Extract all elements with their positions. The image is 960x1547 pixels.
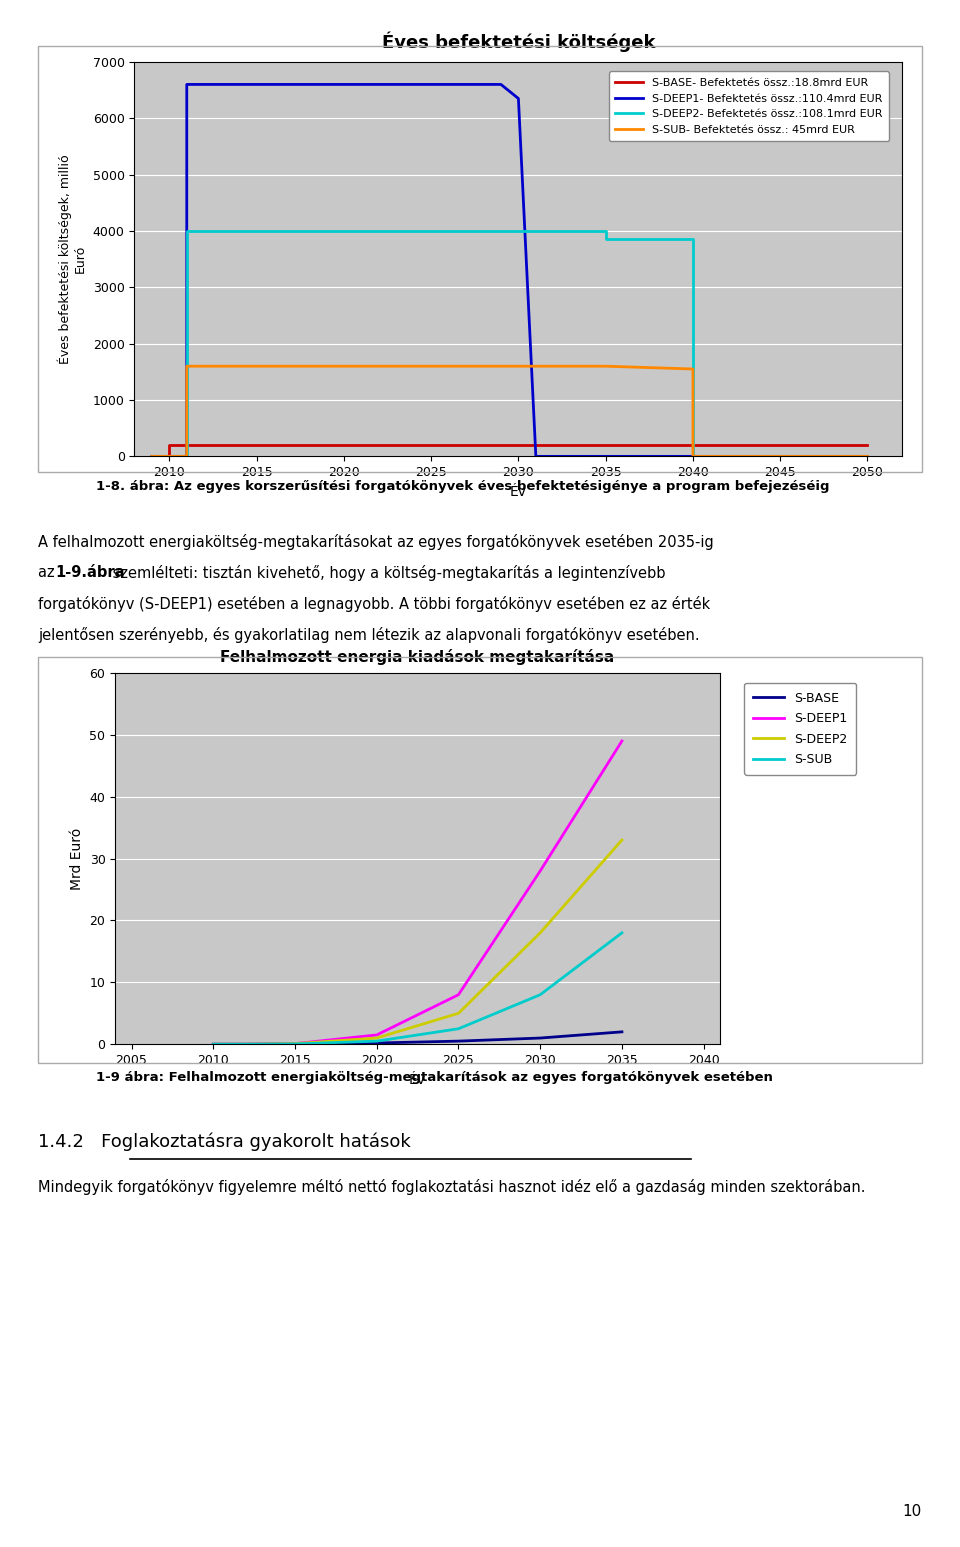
Text: szemlélteti: tisztán kivehető, hogy a költség-megtakarítás a legintenzívebb: szemlélteti: tisztán kivehető, hogy a kö… bbox=[108, 565, 666, 580]
S-DEEP2 bbox=[289, 1035, 300, 1054]
Text: 10: 10 bbox=[902, 1504, 922, 1519]
S-BASE- Befektetés össz.:18.8mrd EUR bbox=[163, 447, 175, 466]
S-BASE- Befektetés össz.:18.8mrd EUR bbox=[163, 436, 175, 455]
S-DEEP1- Befektetés össz.:110.4mrd EUR bbox=[495, 76, 507, 94]
S-SUB- Befektetés össz.: 45mrd EUR: (2.04e+03, 0): 45mrd EUR: (2.04e+03, 0) bbox=[687, 447, 699, 466]
S-SUB- Befektetés össz.: 45mrd EUR: (2.05e+03, 0): 45mrd EUR: (2.05e+03, 0) bbox=[862, 447, 874, 466]
S-SUB- Befektetés össz.: 45mrd EUR: (2.01e+03, 0): 45mrd EUR: (2.01e+03, 0) bbox=[163, 447, 175, 466]
S-SUB bbox=[289, 1035, 300, 1054]
Line: S-DEEP2: S-DEEP2 bbox=[213, 840, 622, 1044]
Text: 1-9.ábra: 1-9.ábra bbox=[56, 565, 125, 580]
Title: Felhalmozott energia kiadások megtakarítása: Felhalmozott energia kiadások megtakarít… bbox=[221, 648, 614, 665]
Line: S-SUB: S-SUB bbox=[213, 933, 622, 1044]
S-DEEP1- Befektetés össz.:110.4mrd EUR bbox=[530, 447, 541, 466]
Text: A felhalmozott energiaköltség-megtakarításokat az egyes forgatókönyvek esetében : A felhalmozott energiaköltség-megtakarít… bbox=[38, 534, 714, 549]
Legend: S-BASE, S-DEEP1, S-DEEP2, S-SUB: S-BASE, S-DEEP1, S-DEEP2, S-SUB bbox=[744, 682, 856, 775]
S-DEEP2 bbox=[535, 924, 546, 942]
X-axis label: Év: Év bbox=[409, 1072, 426, 1086]
S-DEEP2- Befektetés össz.:108.1mrd EUR bbox=[687, 447, 699, 466]
Text: 1-8. ábra: Az egyes korszerűsítési forgatókönyvek éves befektetésigénye a progra: 1-8. ábra: Az egyes korszerűsítési forga… bbox=[96, 480, 829, 492]
S-DEEP1- Befektetés össz.:110.4mrd EUR bbox=[181, 76, 193, 94]
Text: Mindegyik forgatókönyv figyelemre méltó nettó foglakoztatási hasznot idéz elő a : Mindegyik forgatókönyv figyelemre méltó … bbox=[38, 1179, 866, 1194]
X-axis label: Év: Év bbox=[510, 484, 527, 498]
S-DEEP2- Befektetés össz.:108.1mrd EUR bbox=[181, 221, 193, 240]
S-SUB bbox=[371, 1032, 382, 1050]
Legend: S-BASE- Befektetés össz.:18.8mrd EUR, S-DEEP1- Befektetés össz.:110.4mrd EUR, S-: S-BASE- Befektetés össz.:18.8mrd EUR, S-… bbox=[609, 71, 889, 141]
S-BASE bbox=[207, 1035, 219, 1054]
Text: az: az bbox=[38, 565, 60, 580]
S-DEEP1- Befektetés össz.:110.4mrd EUR bbox=[513, 90, 524, 108]
S-DEEP2- Befektetés össz.:108.1mrd EUR bbox=[687, 231, 699, 249]
S-DEEP1 bbox=[616, 732, 628, 750]
S-DEEP2 bbox=[240, 1035, 252, 1054]
S-BASE- Befektetés össz.:18.8mrd EUR bbox=[862, 436, 874, 455]
S-BASE- Befektetés össz.:18.8mrd EUR bbox=[513, 436, 524, 455]
S-DEEP2- Befektetés össz.:108.1mrd EUR bbox=[146, 447, 157, 466]
S-DEEP1- Befektetés össz.:110.4mrd EUR bbox=[513, 90, 524, 108]
S-DEEP1- Befektetés össz.:110.4mrd EUR bbox=[181, 447, 193, 466]
S-SUB- Befektetés össz.: 45mrd EUR: (2.04e+03, 0): 45mrd EUR: (2.04e+03, 0) bbox=[705, 447, 716, 466]
S-DEEP2- Befektetés össz.:108.1mrd EUR bbox=[862, 447, 874, 466]
S-DEEP1 bbox=[371, 1026, 382, 1044]
S-SUB bbox=[453, 1019, 465, 1038]
S-DEEP2 bbox=[616, 831, 628, 849]
S-DEEP1- Befektetés össz.:110.4mrd EUR bbox=[146, 447, 157, 466]
S-DEEP1- Befektetés össz.:110.4mrd EUR bbox=[530, 447, 541, 466]
S-DEEP1 bbox=[207, 1035, 219, 1054]
S-DEEP2- Befektetés össz.:108.1mrd EUR bbox=[163, 447, 175, 466]
S-DEEP2 bbox=[453, 1004, 465, 1023]
S-BASE bbox=[289, 1035, 300, 1054]
S-DEEP1 bbox=[535, 862, 546, 880]
S-BASE bbox=[453, 1032, 465, 1050]
Line: S-DEEP1- Befektetés össz.:110.4mrd EUR: S-DEEP1- Befektetés össz.:110.4mrd EUR bbox=[152, 85, 868, 456]
S-DEEP2 bbox=[207, 1035, 219, 1054]
Y-axis label: Mrd Euró: Mrd Euró bbox=[70, 828, 84, 890]
S-DEEP1- Befektetés össz.:110.4mrd EUR bbox=[163, 447, 175, 466]
Y-axis label: Éves befektetési költségek, millió
Euró: Éves befektetési költségek, millió Euró bbox=[58, 155, 87, 364]
Line: S-BASE: S-BASE bbox=[213, 1032, 622, 1044]
Line: S-BASE- Befektetés össz.:18.8mrd EUR: S-BASE- Befektetés össz.:18.8mrd EUR bbox=[152, 446, 868, 456]
S-BASE- Befektetés össz.:18.8mrd EUR bbox=[513, 436, 524, 455]
S-DEEP1 bbox=[453, 985, 465, 1004]
S-SUB bbox=[535, 985, 546, 1004]
Text: jelentősen szerényebb, és gyakorlatilag nem létezik az alapvonali forgatókönyv e: jelentősen szerényebb, és gyakorlatilag … bbox=[38, 627, 700, 642]
S-DEEP2- Befektetés össz.:108.1mrd EUR bbox=[600, 221, 612, 240]
Text: forgatókönyv (S-DEEP1) esetében a legnagyobb. A többi forgatókönyv esetében ez a: forgatókönyv (S-DEEP1) esetében a legnag… bbox=[38, 596, 710, 611]
S-SUB- Befektetés össz.: 45mrd EUR: (2.01e+03, 1.6e+03): 45mrd EUR: (2.01e+03, 1.6e+03) bbox=[181, 357, 193, 376]
S-DEEP2- Befektetés össz.:108.1mrd EUR bbox=[600, 231, 612, 249]
S-SUB bbox=[207, 1035, 219, 1054]
Line: S-DEEP2- Befektetés össz.:108.1mrd EUR: S-DEEP2- Befektetés össz.:108.1mrd EUR bbox=[152, 231, 868, 456]
S-SUB bbox=[240, 1035, 252, 1054]
S-DEEP2- Befektetés össz.:108.1mrd EUR bbox=[181, 447, 193, 466]
S-DEEP2- Befektetés össz.:108.1mrd EUR bbox=[705, 447, 716, 466]
Title: Éves befektetési költségek: Éves befektetési költségek bbox=[382, 31, 655, 53]
S-SUB- Befektetés össz.: 45mrd EUR: (2.04e+03, 1.6e+03): 45mrd EUR: (2.04e+03, 1.6e+03) bbox=[600, 357, 612, 376]
S-DEEP1 bbox=[240, 1035, 252, 1054]
Text: 1-9 ábra: Felhalmozott energiaköltség-megtakarítások az egyes forgatókönyvek ese: 1-9 ábra: Felhalmozott energiaköltség-me… bbox=[96, 1071, 773, 1083]
S-BASE bbox=[616, 1023, 628, 1041]
S-BASE bbox=[535, 1029, 546, 1047]
Text: 1.4.2   Foglakoztatásra gyakorolt hatások: 1.4.2 Foglakoztatásra gyakorolt hatások bbox=[38, 1132, 411, 1151]
S-DEEP2 bbox=[371, 1029, 382, 1047]
S-BASE bbox=[371, 1033, 382, 1052]
S-DEEP1- Befektetés össz.:110.4mrd EUR bbox=[862, 447, 874, 466]
S-BASE- Befektetés össz.:18.8mrd EUR bbox=[146, 447, 157, 466]
S-SUB- Befektetés össz.: 45mrd EUR: (2.04e+03, 1.55e+03): 45mrd EUR: (2.04e+03, 1.55e+03) bbox=[687, 360, 699, 379]
Line: S-SUB- Befektetés össz.: 45mrd EUR: S-SUB- Befektetés össz.: 45mrd EUR bbox=[152, 367, 868, 456]
S-DEEP1 bbox=[289, 1035, 300, 1054]
Line: S-DEEP1: S-DEEP1 bbox=[213, 741, 622, 1044]
S-SUB- Befektetés össz.: 45mrd EUR: (2.01e+03, 0): 45mrd EUR: (2.01e+03, 0) bbox=[181, 447, 193, 466]
S-SUB bbox=[616, 924, 628, 942]
S-BASE bbox=[240, 1035, 252, 1054]
S-SUB- Befektetés össz.: 45mrd EUR: (2.01e+03, 0): 45mrd EUR: (2.01e+03, 0) bbox=[146, 447, 157, 466]
